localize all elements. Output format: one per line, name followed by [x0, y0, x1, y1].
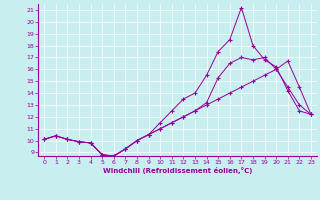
X-axis label: Windchill (Refroidissement éolien,°C): Windchill (Refroidissement éolien,°C) — [103, 167, 252, 174]
